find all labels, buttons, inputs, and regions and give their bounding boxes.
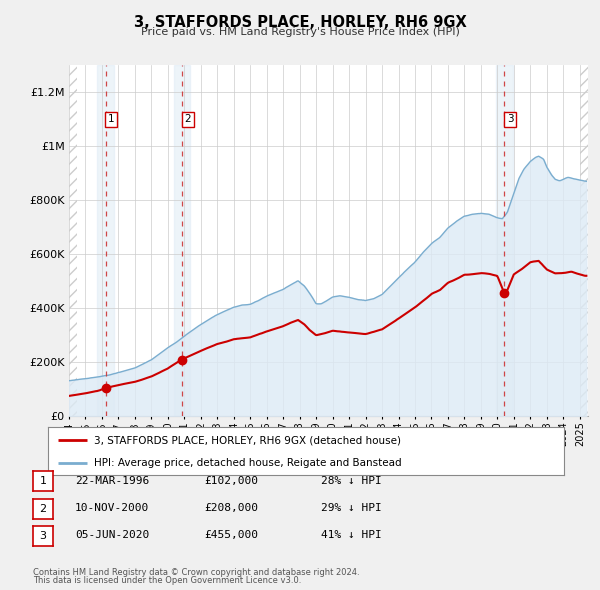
Text: 2: 2 — [40, 504, 46, 513]
Text: 22-MAR-1996: 22-MAR-1996 — [75, 476, 149, 486]
Text: This data is licensed under the Open Government Licence v3.0.: This data is licensed under the Open Gov… — [33, 576, 301, 585]
Text: Contains HM Land Registry data © Crown copyright and database right 2024.: Contains HM Land Registry data © Crown c… — [33, 568, 359, 577]
Text: 29% ↓ HPI: 29% ↓ HPI — [321, 503, 382, 513]
Bar — [496, 65, 513, 416]
Text: £208,000: £208,000 — [204, 503, 258, 513]
Text: 3, STAFFORDS PLACE, HORLEY, RH6 9GX: 3, STAFFORDS PLACE, HORLEY, RH6 9GX — [134, 15, 466, 30]
Text: 41% ↓ HPI: 41% ↓ HPI — [321, 530, 382, 540]
Text: 1: 1 — [108, 114, 115, 124]
Bar — [97, 65, 114, 416]
Text: 3: 3 — [507, 114, 514, 124]
Text: Price paid vs. HM Land Registry's House Price Index (HPI): Price paid vs. HM Land Registry's House … — [140, 27, 460, 37]
Text: 10-NOV-2000: 10-NOV-2000 — [75, 503, 149, 513]
Text: 3: 3 — [40, 531, 46, 540]
Text: 28% ↓ HPI: 28% ↓ HPI — [321, 476, 382, 486]
Text: 3, STAFFORDS PLACE, HORLEY, RH6 9GX (detached house): 3, STAFFORDS PLACE, HORLEY, RH6 9GX (det… — [94, 435, 401, 445]
Text: 05-JUN-2020: 05-JUN-2020 — [75, 530, 149, 540]
Text: 2: 2 — [184, 114, 191, 124]
Bar — [69, 65, 77, 416]
Text: £102,000: £102,000 — [204, 476, 258, 486]
Text: HPI: Average price, detached house, Reigate and Banstead: HPI: Average price, detached house, Reig… — [94, 458, 402, 468]
Bar — [580, 65, 588, 416]
Text: £455,000: £455,000 — [204, 530, 258, 540]
Bar — [69, 65, 77, 416]
Text: 1: 1 — [40, 477, 46, 486]
Bar — [580, 65, 588, 416]
Bar — [174, 65, 190, 416]
